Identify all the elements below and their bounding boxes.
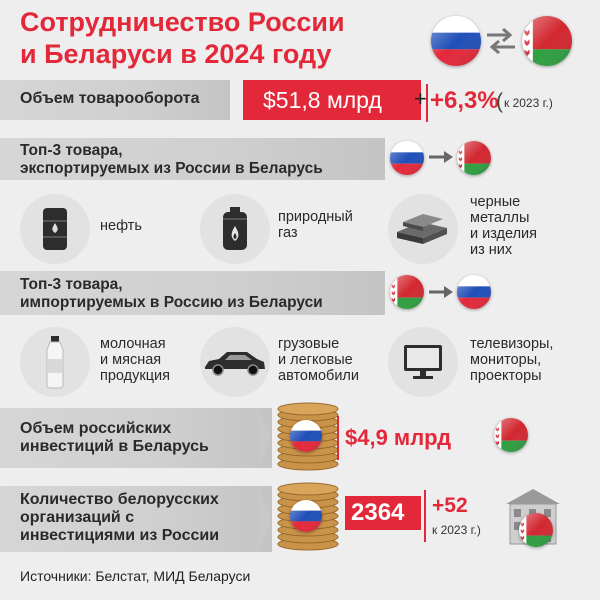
trade-change-block: +6,3% ( к 2023 г.) <box>426 84 568 122</box>
source-note: Источники: Белстат, МИД Беларуси <box>20 568 251 584</box>
export-item-icon-circle <box>20 194 90 264</box>
page-title: Сотрудничество России и Беларуси в 2024 … <box>20 6 410 70</box>
trade-value-box: $51,8 млрд <box>243 80 421 120</box>
imports-heading-line-2: импортируемых в Россию из Беларуси <box>20 294 323 311</box>
belarus-flag-icon <box>390 275 424 309</box>
investments-band <box>0 408 272 468</box>
trade-change: +6,3% <box>430 87 499 114</box>
imports-heading: Топ-3 товара, импортируемых в Россию из … <box>20 276 323 312</box>
monitor-icon <box>404 345 442 379</box>
export-item-label: нефть <box>100 218 142 234</box>
organizations-band <box>0 486 272 552</box>
exports-heading-line-2: экспортируемых из России в Беларусь <box>20 160 323 177</box>
organizations-label: Количество белорусских организаций с инв… <box>20 491 220 544</box>
arrow-right-icon <box>428 285 454 299</box>
import-item-label: молочная и мясная продукция <box>100 336 170 384</box>
milk-bottle-icon <box>46 336 64 389</box>
export-item-label: черные металлы и изделия из них <box>470 194 538 258</box>
organizations-change: +52 <box>432 494 468 517</box>
exports-heading: Топ-3 товара, экспортируемых из России в… <box>20 142 323 178</box>
car-icon <box>205 352 265 376</box>
investments-label: Объем российских инвестиций в Беларусь <box>20 420 209 455</box>
export-item-icon-circle <box>200 194 270 264</box>
russia-flag-icon <box>290 420 322 452</box>
trade-band <box>0 80 230 120</box>
russia-flag-icon <box>431 16 481 66</box>
import-item-label: телевизоры, мониторы, проекторы <box>470 336 554 384</box>
trade-value: $51,8 млрд <box>263 87 382 113</box>
russia-flag-icon <box>290 500 322 532</box>
organizations-value-box: 2364 <box>345 496 421 530</box>
belarus-flag-icon <box>522 16 572 66</box>
belarus-flag-icon <box>457 141 491 175</box>
russia-flag-icon <box>457 275 491 309</box>
title-line-2: и Беларуси в 2024 году <box>20 39 332 69</box>
investments-value: $4,9 млрд <box>345 425 452 450</box>
belarus-flag-icon <box>519 513 553 547</box>
organizations-value: 2364 <box>351 499 405 526</box>
gas-cylinder-icon <box>223 207 247 250</box>
trade-open-paren: ( <box>496 90 503 113</box>
imports-heading-line-1: Топ-3 товара, <box>20 276 123 293</box>
title-line-1: Сотрудничество России <box>20 7 345 37</box>
metal-bars-icon <box>397 214 447 244</box>
import-item-icon-circle <box>20 327 90 397</box>
exchange-arrows-icon <box>483 26 519 56</box>
organizations-change-note: к 2023 г.) <box>432 523 481 537</box>
exports-heading-line-1: Топ-3 товара, <box>20 142 123 159</box>
organizations-change-block: +52 к 2023 г.) <box>424 490 504 542</box>
organizations-band-arrow <box>258 486 272 552</box>
exports-band <box>0 138 385 180</box>
belarus-flag-icon <box>494 418 528 452</box>
trade-plus-sign: + <box>414 86 427 111</box>
trade-change-note: к 2023 г.) <box>504 96 553 110</box>
import-item-icon-circle <box>388 327 458 397</box>
arrow-right-icon <box>428 150 454 164</box>
russia-flag-icon <box>390 141 424 175</box>
export-item-icon-circle <box>388 194 458 264</box>
imports-band <box>0 271 385 315</box>
investments-value-block: $4,9 млрд <box>337 416 481 460</box>
import-item-icon-circle <box>200 327 270 397</box>
trade-label: Объем товарооборота <box>20 90 200 107</box>
export-item-label: природный газ <box>278 209 353 241</box>
import-item-label: грузовые и легковые автомобили <box>278 336 359 384</box>
oil-barrel-icon <box>43 208 67 250</box>
investments-band-arrow <box>258 408 272 468</box>
